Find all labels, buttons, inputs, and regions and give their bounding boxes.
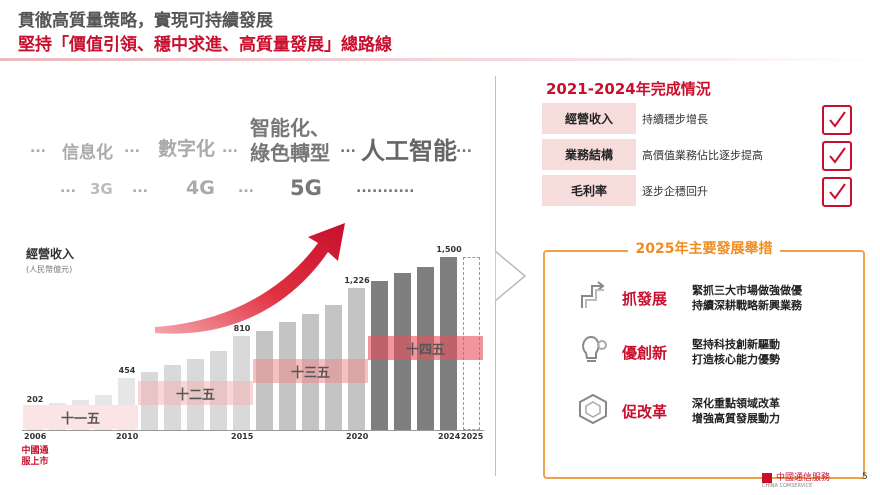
x-tick-label: 2020 bbox=[346, 432, 369, 441]
bar-value-label: 1,226 bbox=[344, 276, 370, 286]
measure-desc: 深化重點領域改革 bbox=[692, 397, 780, 410]
page-title: 貫徹高質量策略，實現可持續發展 bbox=[18, 11, 273, 31]
measures-title: 2025年主要發展舉措 bbox=[543, 238, 865, 258]
trend-ellipsis: ... bbox=[340, 140, 356, 156]
tech-ellipsis: ........... bbox=[356, 180, 415, 196]
measure-desc: 緊抓三大市場做強做優 bbox=[692, 284, 802, 297]
tech-4g: 4G bbox=[186, 177, 215, 199]
checkmark-icon bbox=[822, 141, 852, 171]
measure-desc: 堅持科技創新驅動 bbox=[692, 338, 780, 351]
measure-label: 促改革 bbox=[622, 403, 668, 421]
trend-informatization: 信息化 bbox=[62, 143, 113, 163]
path-arrow-icon bbox=[581, 281, 605, 308]
measure-desc: 打造核心能力優勢 bbox=[692, 353, 780, 366]
trend-ellipsis: ... bbox=[456, 140, 472, 156]
x-tick-label: 2015 bbox=[231, 432, 254, 441]
lightbulb-gear-icon bbox=[582, 335, 607, 362]
trend-ai: 人工智能 bbox=[361, 137, 457, 165]
trend-ellipsis: ... bbox=[222, 140, 238, 156]
period-band: 十三五 bbox=[253, 359, 368, 383]
x-axis bbox=[22, 430, 484, 431]
trend-intelligent: 智能化、 bbox=[250, 116, 330, 140]
page-subtitle: 堅持「價值引領、穩中求進、高質量發展」總路線 bbox=[18, 35, 392, 55]
status-value: 逐步企穩回升 bbox=[642, 184, 708, 198]
status-key: 經營收入 bbox=[542, 103, 636, 134]
logo-mark-icon bbox=[762, 472, 772, 483]
x-tick-label: 2024 bbox=[438, 432, 461, 441]
page-number: 5 bbox=[862, 472, 868, 482]
period-band: 十一五 bbox=[23, 405, 138, 429]
measure-label: 抓發展 bbox=[622, 290, 668, 308]
chart-unit: (人民幣億元) bbox=[26, 265, 73, 274]
period-band: 十二五 bbox=[138, 381, 253, 405]
company-logo: 中國通信服務 CHINA COMSERVICE bbox=[762, 472, 831, 489]
cube-icon bbox=[579, 393, 607, 425]
tech-ellipsis: ... bbox=[238, 180, 254, 196]
x-tick-label: 2025 bbox=[461, 432, 484, 441]
tech-ellipsis: ... bbox=[60, 180, 76, 196]
trend-green-transform: 綠色轉型 bbox=[250, 141, 330, 165]
checkmark-icon bbox=[822, 105, 852, 135]
bar-value-label: 810 bbox=[233, 324, 251, 334]
bar-value-label: 454 bbox=[118, 365, 136, 375]
measure-desc: 增強高質發展動力 bbox=[692, 412, 780, 425]
status-title: 2021-2024年完成情況 bbox=[546, 80, 711, 98]
chart-title: 經營收入 bbox=[26, 247, 75, 261]
panel-divider bbox=[495, 76, 496, 476]
chevron-divider bbox=[495, 76, 527, 476]
bar-value-label: 202 bbox=[26, 394, 44, 404]
trend-digitalization: 數字化 bbox=[158, 138, 216, 160]
title-underline bbox=[0, 58, 880, 61]
trend-ellipsis: ... bbox=[124, 140, 140, 156]
measure-label: 優創新 bbox=[622, 344, 668, 362]
status-value: 高價值業務佔比逐步提高 bbox=[642, 148, 763, 162]
status-key: 毛利率 bbox=[542, 175, 636, 206]
status-key: 業務結構 bbox=[542, 139, 636, 170]
measure-desc: 持續深耕戰略新興業務 bbox=[692, 299, 802, 312]
x-tick-label: 2006 bbox=[24, 432, 47, 441]
tech-3g: 3G bbox=[90, 180, 113, 198]
status-value: 持續穩步增長 bbox=[642, 112, 708, 126]
x-tick-label: 2010 bbox=[116, 432, 139, 441]
tech-ellipsis: ... bbox=[132, 180, 148, 196]
trend-ellipsis: ... bbox=[30, 140, 46, 156]
growth-arrow bbox=[155, 223, 345, 334]
period-band: 十四五 bbox=[368, 336, 483, 360]
checkmark-icon bbox=[822, 177, 852, 207]
tech-5g: 5G bbox=[290, 176, 322, 200]
bar-value-label: 1,500 bbox=[436, 244, 462, 254]
listing-note: 中國通服上市 bbox=[21, 446, 49, 467]
